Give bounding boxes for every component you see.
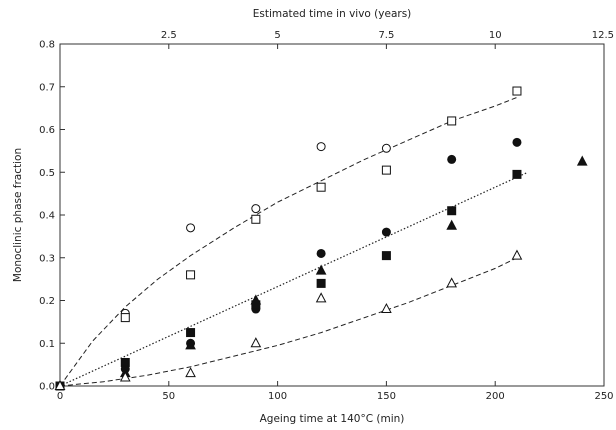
y-tick-label: 0.1 <box>39 339 55 350</box>
x-tick-label: 150 <box>377 391 396 402</box>
data-point-square-open <box>316 182 326 192</box>
data-point-triangle-open <box>381 302 392 314</box>
data-point-square-filled <box>120 357 130 367</box>
y-tick-label: 0.7 <box>39 82 55 93</box>
x-tick-label: 0 <box>57 391 63 402</box>
data-point-triangle-filled <box>250 294 262 305</box>
y-tick-label: 0.3 <box>39 253 55 264</box>
x-axis-label: Ageing time at 140°C (min) <box>260 413 405 425</box>
y-axis-label: Monoclinic phase fraction <box>12 148 24 282</box>
dashed-fit-line <box>59 257 518 387</box>
x2-tick-label: 12.5 <box>592 30 614 41</box>
y-tick-label: 0.8 <box>39 40 55 51</box>
y-tick-label: 0.0 <box>39 382 55 393</box>
data-point-circle-filled <box>381 227 391 237</box>
data-point-triangle-filled <box>185 339 196 350</box>
data-point-triangle-open <box>119 371 131 382</box>
x-tick-label: 50 <box>162 391 175 402</box>
data-point-triangle-filled <box>446 219 458 230</box>
data-point-square-open <box>251 214 261 224</box>
x-tick-label: 200 <box>486 391 505 402</box>
data-point-square-filled <box>186 328 196 338</box>
data-point-square-open <box>120 313 130 323</box>
x-tick-label: 100 <box>268 391 287 402</box>
data-point-circle-filled <box>316 248 326 258</box>
data-point-square-filled <box>381 251 391 261</box>
data-point-circle-filled <box>447 154 457 164</box>
data-point-square-filled <box>512 169 522 179</box>
x2-tick-label: 10 <box>489 30 502 41</box>
data-points <box>54 86 588 391</box>
data-point-circle-open <box>186 223 196 233</box>
x2-axis-label: Estimated time in vivo (years) <box>253 8 412 20</box>
data-point-square-filled <box>447 206 457 216</box>
data-point-triangle-open <box>446 277 458 288</box>
data-point-triangle-open <box>54 379 66 390</box>
data-point-triangle-open <box>511 249 523 260</box>
data-point-square-open <box>447 116 457 126</box>
data-point-triangle-filled <box>315 264 327 275</box>
y-tick-label: 0.5 <box>39 168 55 179</box>
data-point-circle-open <box>251 204 261 214</box>
data-point-square-open <box>186 270 196 280</box>
data-point-square-open <box>381 165 391 175</box>
plot-area <box>59 43 605 387</box>
data-point-triangle-filled <box>576 155 588 166</box>
data-point-circle-open <box>381 143 391 153</box>
dotted-fit-line <box>59 171 529 387</box>
data-point-circle-filled <box>512 137 522 147</box>
x2-tick-label: 7.5 <box>378 30 394 41</box>
x2-tick-label: 2.5 <box>161 30 177 41</box>
y-tick-label: 0.4 <box>39 211 55 222</box>
y-tick-label: 0.6 <box>39 125 55 136</box>
data-point-circle-open <box>316 142 326 152</box>
data-point-square-filled <box>316 278 326 288</box>
data-point-triangle-open <box>185 367 196 378</box>
data-point-square-open <box>512 86 522 96</box>
data-point-triangle-open <box>315 292 327 303</box>
x2-tick-label: 5 <box>274 30 280 41</box>
fit-lines <box>59 96 529 387</box>
x-tick-label: 250 <box>594 391 613 402</box>
tick-group: 0 50 100 150 200 250 0.0 0.1 0.2 0.3 0.4 0.5 0.6 0.7 0… <box>39 30 614 402</box>
data-point-triangle-open <box>250 337 262 348</box>
y-tick-label: 0.2 <box>39 296 55 307</box>
